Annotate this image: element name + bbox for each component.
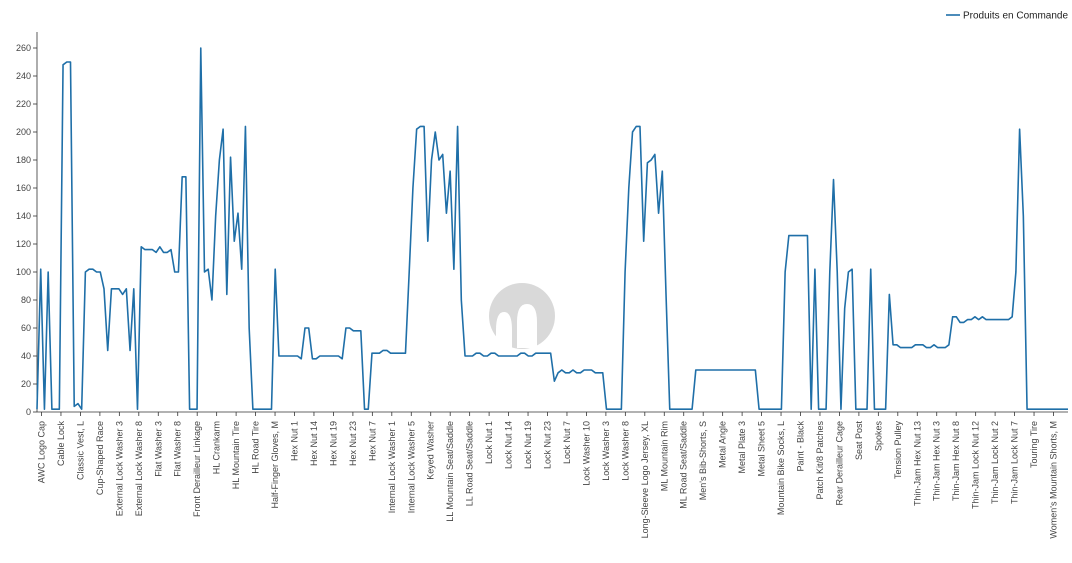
x-tick-label: Spokes <box>873 421 883 452</box>
x-tick-label: External Lock Washer 8 <box>134 421 144 516</box>
x-tick-label: LL Mountain Seat/Saddle <box>445 421 455 522</box>
x-tick-label: Thin-Jam Lock Nut 12 <box>971 421 981 509</box>
y-tick-label: 80 <box>21 295 31 305</box>
y-tick-label: 180 <box>16 155 31 165</box>
y-tick-label: 40 <box>21 351 31 361</box>
y-tick-label: 60 <box>21 323 31 333</box>
x-tick-label: LL Road Seat/Saddle <box>465 421 475 506</box>
x-tick-label: Lock Washer 3 <box>601 421 611 481</box>
x-tick-label: Thin-Jam Lock Nut 7 <box>1010 421 1020 504</box>
x-tick-label: Long-Sleeve Logo Jersey, XL <box>640 421 650 538</box>
x-tick-label: Lock Nut 23 <box>543 421 553 469</box>
x-tick-label: Hex Nut 7 <box>367 421 377 461</box>
y-tick-label: 160 <box>16 183 31 193</box>
x-tick-label: Men's Bib-Shorts, S <box>698 421 708 500</box>
x-tick-label: Hex Nut 19 <box>328 421 338 466</box>
x-tick-label: Thin-Jam Hex Nut 8 <box>951 421 961 501</box>
x-tick-label: Mountain Bike Socks, L <box>776 421 786 515</box>
legend-label: Produits en Commande <box>963 11 1068 22</box>
y-tick-label: 140 <box>16 211 31 221</box>
x-tick-label: Lock Washer 10 <box>581 421 591 486</box>
x-tick-label: Flat Washer 3 <box>153 421 163 477</box>
y-tick-label: 20 <box>21 379 31 389</box>
x-tick-label: Lock Nut 7 <box>562 421 572 464</box>
x-tick-label: Classic Vest, L <box>75 421 85 480</box>
x-tick-label: HL Mountain Tire <box>231 421 241 489</box>
x-tick-label: Hex Nut 14 <box>309 421 319 466</box>
x-tick-label: Front Derailleur Linkage <box>192 421 202 517</box>
x-tick-label: Thin-Jam Lock Nut 2 <box>990 421 1000 504</box>
y-tick-label: 260 <box>16 43 31 53</box>
y-axis: 0 20 40 60 80 100 120 140 160 180 200 220 240 260 <box>16 32 38 417</box>
y-tick-label: 100 <box>16 267 31 277</box>
x-tick-label: Thin-Jam Hex Nut 13 <box>912 421 922 506</box>
x-tick-label: Flat Washer 8 <box>173 421 183 477</box>
x-tick-label: Women's Mountain Shorts, M <box>1049 421 1059 539</box>
x-tick-label: Touring Tire <box>1029 421 1039 468</box>
x-tick-label: HL Crankarm <box>212 421 222 474</box>
x-tick-label: Lock Nut 1 <box>484 421 494 464</box>
x-tick-label: Metal Plate 3 <box>737 421 747 474</box>
x-tick-label: Lock Nut 14 <box>504 421 514 469</box>
x-tick-label: Seat Post <box>854 421 864 461</box>
x-tick-label: Half-Finger Gloves, M <box>270 421 280 509</box>
brand-logo-watermark-icon <box>489 283 555 349</box>
y-tick-label: 0 <box>26 407 31 417</box>
x-tick-label: Lock Nut 19 <box>523 421 533 469</box>
x-tick-label: Internal Lock Washer 5 <box>406 421 416 513</box>
x-tick-label: HL Road Tire <box>251 421 261 474</box>
x-tick-label: Internal Lock Washer 1 <box>387 421 397 513</box>
x-tick-label: Hex Nut 1 <box>290 421 300 461</box>
y-tick-label: 240 <box>16 71 31 81</box>
plot-area <box>36 47 1068 410</box>
x-tick-label: ML Road Seat/Saddle <box>679 421 689 509</box>
legend: Produits en Commande <box>946 11 1068 22</box>
x-tick-label: Metal Angle <box>718 421 728 468</box>
y-tick-label: 200 <box>16 127 31 137</box>
x-tick-label: Tension Pulley <box>893 421 903 480</box>
y-tick-label: 120 <box>16 239 31 249</box>
x-tick-label: Hex Nut 23 <box>348 421 358 466</box>
x-tick-label: AWC Logo Cap <box>37 421 47 483</box>
x-tick-label: Metal Sheet 5 <box>757 421 767 477</box>
x-tick-label: Rear Derailleur Cage <box>834 421 844 506</box>
y-tick-label: 220 <box>16 99 31 109</box>
x-tick-label: Patch Kit/8 Patches <box>815 421 825 500</box>
x-tick-label: Keyed Washer <box>426 421 436 480</box>
x-tick-label: Cup-Shaped Race <box>95 421 105 495</box>
x-tick-label: Lock Washer 8 <box>620 421 630 481</box>
x-tick-label: Thin-Jam Hex Nut 3 <box>932 421 942 501</box>
x-tick-label: Cable Lock <box>56 421 66 467</box>
x-axis: AWC Logo Cap Cable Lock Classic Vest, L Cup… <box>37 411 1068 539</box>
series-line-produits-en-commande <box>36 47 1068 410</box>
x-tick-label: External Lock Washer 3 <box>114 421 124 516</box>
x-tick-label: ML Mountain Rim <box>659 421 669 491</box>
x-tick-label: Paint - Black <box>796 421 806 472</box>
